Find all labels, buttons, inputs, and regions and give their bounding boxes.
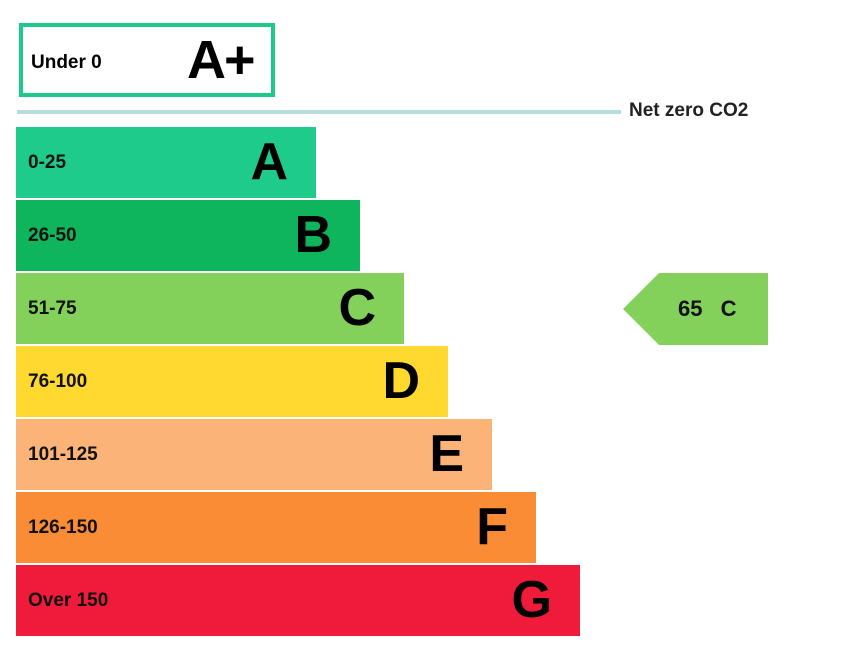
band-b: 26-50 B: [16, 200, 360, 271]
band-g-letter: G: [511, 571, 552, 629]
band-g: Over 150 G: [16, 565, 580, 636]
band-f-letter: F: [476, 498, 508, 556]
band-a-plus-range: Under 0: [31, 52, 102, 73]
current-rating-value: 65: [678, 296, 703, 321]
band-d-letter: D: [382, 352, 420, 410]
band-f-range: 126-150: [28, 517, 98, 538]
band-e-range: 101-125: [28, 444, 98, 465]
band-a: 0-25 A: [16, 127, 316, 198]
band-a-range: 0-25: [28, 152, 67, 173]
band-a-plus: Under 0 A+: [19, 23, 275, 97]
band-e-letter: E: [429, 425, 464, 483]
band-b-range: 26-50: [28, 225, 77, 246]
band-c-letter: C: [338, 279, 376, 337]
band-a-plus-letter: A+: [187, 30, 256, 90]
band-d-range: 76-100: [28, 371, 88, 392]
band-b-letter: B: [294, 206, 332, 264]
current-rating-band: C: [720, 296, 737, 321]
net-zero-label: Net zero CO2: [629, 100, 749, 121]
band-d: 76-100 D: [16, 346, 448, 417]
band-a-letter: A: [250, 133, 288, 191]
band-f: 126-150 F: [16, 492, 536, 563]
current-rating-indicator: 65 C: [623, 273, 768, 345]
band-c: 51-75 C: [16, 273, 404, 344]
band-c-range: 51-75: [28, 298, 77, 319]
net-zero-line: [17, 110, 621, 114]
band-g-range: Over 150: [28, 590, 109, 611]
current-rating-arrow: [623, 273, 768, 345]
band-e: 101-125 E: [16, 419, 492, 490]
current-rating-text: 65 C: [678, 273, 737, 345]
